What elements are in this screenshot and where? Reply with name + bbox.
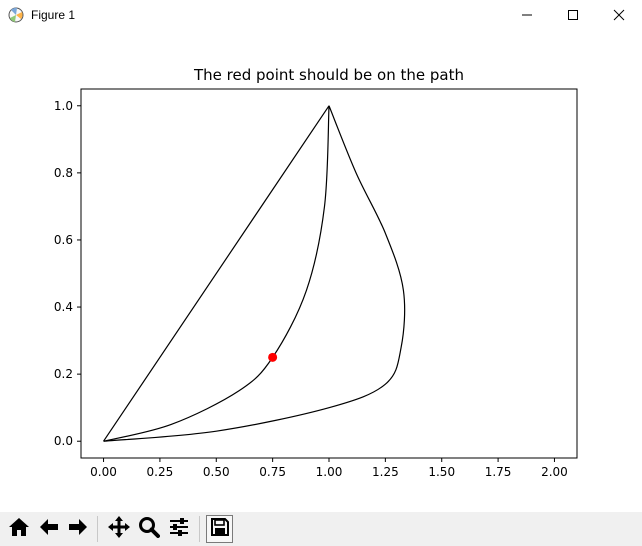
arrow-left-icon [38, 517, 60, 541]
save-button[interactable] [206, 515, 233, 543]
figure-canvas: The red point should be on the path 0.00… [0, 31, 642, 512]
maximize-icon [567, 6, 579, 25]
move-icon [107, 515, 131, 543]
minimize-icon [521, 6, 533, 25]
window-title: Figure 1 [31, 8, 76, 22]
x-tick-label: 1.50 [428, 465, 455, 479]
y-axis: 0.0 0.2 0.4 0.6 0.8 1.0 [54, 99, 81, 448]
close-button[interactable] [596, 0, 642, 31]
x-tick-label: 1.75 [485, 465, 512, 479]
forward-button[interactable] [64, 515, 91, 543]
floppy-disk-icon [210, 517, 230, 541]
chart-title: The red point should be on the path [193, 66, 464, 84]
red-point-marker [268, 352, 278, 362]
x-tick-label: 2.00 [541, 465, 568, 479]
back-button[interactable] [35, 515, 62, 543]
y-tick-label: 0.0 [54, 434, 73, 448]
y-tick-label: 0.4 [54, 300, 73, 314]
home-icon [8, 517, 30, 541]
x-tick-label: 0.50 [203, 465, 230, 479]
home-button[interactable] [5, 515, 32, 543]
maximize-button-visual[interactable] [550, 0, 596, 31]
y-tick-label: 0.8 [54, 166, 73, 180]
zoom-button[interactable] [135, 515, 162, 543]
x-axis: 0.00 0.25 0.50 0.75 1.00 1.25 1.50 1.75 2.00 [90, 458, 568, 479]
x-tick-label: 0.00 [90, 465, 117, 479]
path-group [103, 105, 406, 442]
close-icon [613, 6, 625, 25]
window-titlebar: Figure 1 [0, 0, 642, 31]
path-segment [103, 105, 330, 442]
x-tick-label: 1.00 [316, 465, 343, 479]
y-tick-label: 1.0 [54, 99, 73, 113]
matplotlib-icon [8, 7, 24, 23]
axes-frame [80, 88, 578, 459]
path-segment [103, 105, 406, 442]
x-tick-label: 0.75 [259, 465, 286, 479]
y-tick-label: 0.6 [54, 233, 73, 247]
toolbar-separator [199, 516, 200, 542]
pan-button[interactable] [105, 515, 132, 543]
path-segment [103, 105, 330, 442]
navigation-toolbar [0, 512, 642, 546]
x-tick-label: 1.25 [372, 465, 399, 479]
toolbar-separator [97, 516, 98, 542]
arrow-right-icon [67, 517, 89, 541]
x-tick-label: 0.25 [147, 465, 174, 479]
magnifier-icon [138, 516, 160, 542]
sliders-icon [168, 516, 190, 542]
minimize-button[interactable] [504, 0, 550, 31]
configure-subplots-button[interactable] [165, 515, 192, 543]
y-tick-label: 0.2 [54, 367, 73, 381]
